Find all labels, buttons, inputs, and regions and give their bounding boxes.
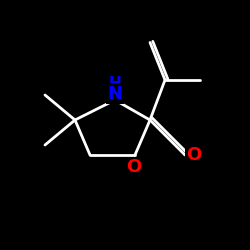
Text: O: O xyxy=(126,158,142,176)
Text: H: H xyxy=(108,76,122,91)
Text: O: O xyxy=(186,146,202,164)
Text: N: N xyxy=(108,85,122,103)
